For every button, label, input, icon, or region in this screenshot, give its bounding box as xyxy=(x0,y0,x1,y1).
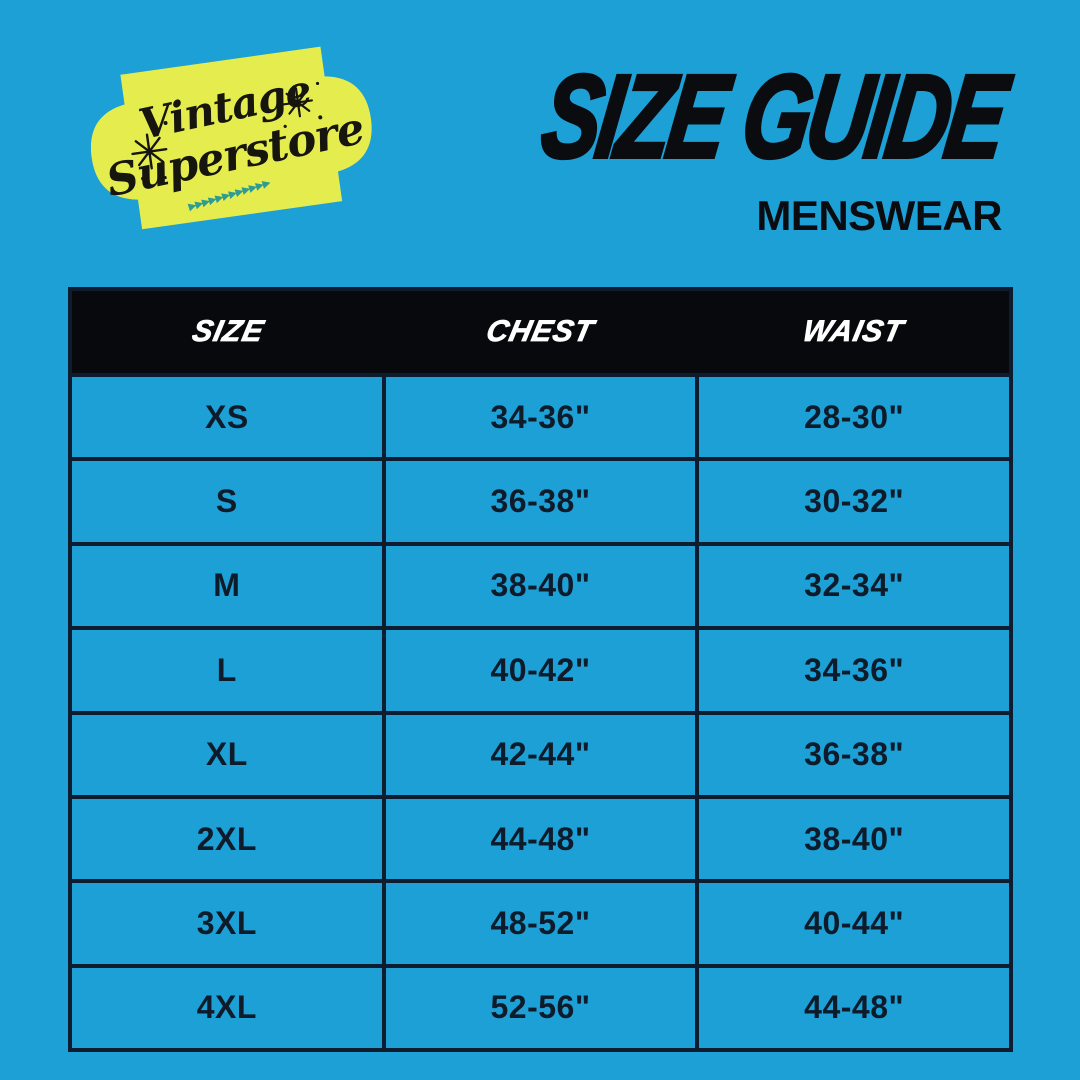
cell-waist: 40-44" xyxy=(699,883,1009,964)
cell-chest: 38-40" xyxy=(385,545,696,627)
cell-size: XS xyxy=(72,377,382,458)
cell-chest: 40-42" xyxy=(385,630,696,711)
plaque-background xyxy=(90,46,372,230)
page-title: SIZE GUIDE xyxy=(533,49,1013,184)
column-header-chest: CHEST xyxy=(483,315,598,349)
cell-size: M xyxy=(72,545,382,627)
cell-chest: 48-52" xyxy=(385,883,696,964)
page-subtitle: MENSWEAR xyxy=(756,191,1002,239)
cell-chest: 52-56" xyxy=(385,967,696,1048)
cell-waist: 32-34" xyxy=(699,545,1009,627)
cell-waist: 36-38" xyxy=(699,714,1009,795)
table-header-row: SIZE CHEST WAIST xyxy=(72,291,1009,373)
cell-size: 2XL xyxy=(72,798,382,880)
cell-waist: 44-48" xyxy=(699,967,1009,1048)
cell-waist: 28-30" xyxy=(699,377,1009,458)
cell-chest: 36-38" xyxy=(385,461,696,542)
logo-wordmark: Vintage Superstore xyxy=(70,18,391,254)
cell-chest: 42-44" xyxy=(385,714,696,795)
table-body: XS 34-36" 28-30" S 36-38" 30-32" M 38-40… xyxy=(72,377,1009,1048)
sparkle-dots xyxy=(141,81,323,181)
brand-logo: Vintage Superstore ▸▸▸▸▸▸▸▸▸▸▸▸ xyxy=(75,27,387,246)
cell-size: L xyxy=(72,630,382,711)
cell-size: XL xyxy=(72,714,382,795)
cell-waist: 34-36" xyxy=(699,630,1009,711)
cell-waist: 38-40" xyxy=(699,798,1009,880)
cell-waist: 30-32" xyxy=(699,461,1009,542)
logo-plaque-shape xyxy=(90,46,372,230)
cell-size: 3XL xyxy=(72,883,382,964)
cell-chest: 34-36" xyxy=(385,377,696,458)
column-header-size: SIZE xyxy=(189,315,268,349)
cell-size: 4XL xyxy=(72,967,382,1048)
size-table: SIZE CHEST WAIST XS 34-36" 28-30" S 36-3… xyxy=(68,287,1013,1052)
starburst-icon xyxy=(283,87,313,118)
title-block: SIZE GUIDE MENSWEAR xyxy=(383,49,1013,240)
starburst-icon xyxy=(131,133,168,170)
cell-size: S xyxy=(72,461,382,542)
cell-chest: 44-48" xyxy=(385,798,696,880)
column-header-waist: WAIST xyxy=(799,315,907,349)
